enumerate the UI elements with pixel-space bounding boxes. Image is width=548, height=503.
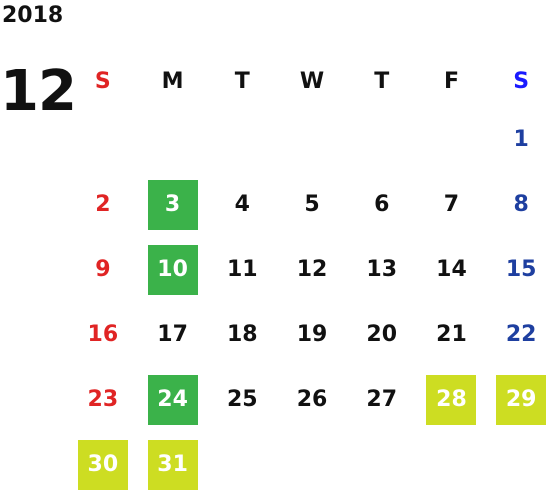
weekday-header-friday: F [443,68,459,94]
calendar-empty-cell [207,432,277,497]
calendar-empty-cell [207,107,277,172]
calendar-day-cell[interactable]: 25 [207,367,277,432]
calendar-day-number: 29 [496,374,547,425]
weekday-header-wednesday: W [299,68,325,94]
calendar-day-number: 1 [513,127,529,152]
calendar-empty-cell [138,107,208,172]
calendar-day-number: 4 [234,192,250,217]
calendar-day-cell[interactable]: 23 [68,367,138,432]
calendar-week-row: 9 10 11 12 13 14 15 [68,237,548,302]
calendar-grid: S M T W T F S 1 2 3 4 5 6 7 8 9 10 11 12 13 14 15 16 17 1… [68,55,548,497]
calendar-day-number: 25 [226,387,258,412]
calendar-day-number: 8 [513,192,529,217]
calendar-day-number: 27 [366,387,398,412]
calendar-day-number: 22 [505,322,537,347]
calendar-day-number: 20 [366,322,398,347]
calendar-day-cell[interactable]: 28 [417,367,487,432]
calendar-day-cell[interactable]: 4 [207,172,277,237]
calendar-day-number: 11 [226,257,258,282]
calendar-day-number: 9 [95,257,111,282]
calendar-week-row: 16 17 18 19 20 21 22 [68,302,548,367]
calendar-day-number: 18 [226,322,258,347]
calendar-day-cell[interactable]: 13 [347,237,417,302]
calendar-day-cell[interactable]: 9 [68,237,138,302]
calendar-day-number: 30 [77,439,128,490]
calendar-day-number: 13 [366,257,398,282]
calendar-day-cell[interactable]: 1 [486,107,548,172]
calendar-day-cell[interactable]: 10 [138,237,208,302]
weekday-header-tuesday: T [234,68,250,94]
calendar-day-number: 10 [147,244,198,295]
calendar-day-cell[interactable]: 6 [347,172,417,237]
calendar-day-cell[interactable]: 14 [417,237,487,302]
calendar-week-row: 1 [68,107,548,172]
calendar-week-row: 2 3 4 5 6 7 8 [68,172,548,237]
calendar-empty-cell [417,107,487,172]
calendar-day-cell[interactable]: 20 [347,302,417,367]
calendar-day-number: 15 [505,257,537,282]
calendar-day-number: 7 [443,192,460,217]
calendar-day-number: 6 [374,192,390,217]
calendar-week-row: 23 24 25 26 27 28 29 [68,367,548,432]
calendar-day-number: 5 [304,192,320,217]
calendar-day-number: 17 [157,322,188,347]
calendar-month: 12 [0,59,77,124]
calendar-year: 2018 [2,3,64,28]
calendar-day-number: 12 [296,257,328,282]
calendar-day-cell[interactable]: 12 [277,237,347,302]
calendar-day-cell[interactable]: 29 [486,367,548,432]
calendar-day-cell[interactable]: 24 [138,367,208,432]
calendar-day-number: 21 [436,322,467,347]
calendar-day-cell[interactable]: 30 [68,432,138,497]
calendar-day-number: 26 [296,387,328,412]
calendar-day-cell[interactable]: 18 [207,302,277,367]
calendar-day-cell[interactable]: 31 [138,432,208,497]
calendar-day-number: 3 [147,179,198,230]
calendar-empty-cell [277,107,347,172]
calendar-day-cell[interactable]: 5 [277,172,347,237]
calendar-day-cell[interactable]: 8 [486,172,548,237]
calendar-day-cell[interactable]: 22 [486,302,548,367]
calendar-day-cell[interactable]: 19 [277,302,347,367]
calendar-day-cell[interactable]: 17 [138,302,208,367]
weekday-header-monday: M [161,68,184,94]
weekday-header-sunday: S [94,68,111,94]
calendar-day-cell[interactable]: 11 [207,237,277,302]
calendar-empty-cell [277,432,347,497]
calendar-day-cell[interactable]: 16 [68,302,138,367]
calendar-empty-cell [417,432,487,497]
calendar-day-cell[interactable]: 3 [138,172,208,237]
calendar-day-number: 28 [426,374,477,425]
calendar-weeks: 1 2 3 4 5 6 7 8 9 10 11 12 13 14 15 16 17 18 19 20 21 22 23 24 2… [68,107,548,497]
calendar-day-number: 24 [147,374,198,425]
weekday-header-saturday: S [513,68,530,94]
calendar-day-number: 23 [87,387,119,412]
calendar-day-cell[interactable]: 15 [486,237,548,302]
calendar-day-number: 14 [436,257,467,282]
weekday-header-thursday: T [374,68,390,94]
calendar-day-number: 31 [147,439,198,490]
calendar-day-cell[interactable]: 21 [417,302,487,367]
calendar-day-number: 19 [296,322,328,347]
calendar-day-cell[interactable]: 2 [68,172,138,237]
calendar-day-cell[interactable]: 26 [277,367,347,432]
calendar-day-number: 16 [87,322,119,347]
calendar-week-row: 30 31 [68,432,548,497]
calendar-empty-cell [486,432,548,497]
calendar-empty-cell [347,107,417,172]
calendar-day-cell[interactable]: 27 [347,367,417,432]
calendar-day-number: 2 [95,192,111,217]
calendar-day-cell[interactable]: 7 [417,172,487,237]
calendar-empty-cell [68,107,138,172]
weekday-header-row: S M T W T F S [68,55,548,107]
calendar-empty-cell [347,432,417,497]
